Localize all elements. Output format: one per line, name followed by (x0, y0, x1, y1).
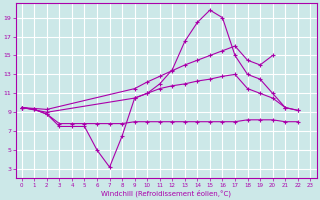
X-axis label: Windchill (Refroidissement éolien,°C): Windchill (Refroidissement éolien,°C) (101, 189, 231, 197)
